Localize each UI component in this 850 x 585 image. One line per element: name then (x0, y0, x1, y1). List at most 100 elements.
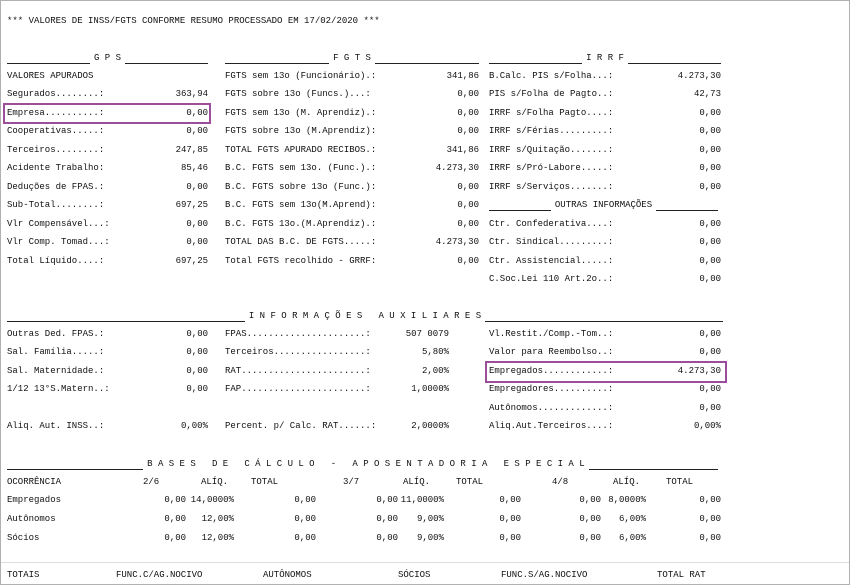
row-value: 0,00 (699, 273, 721, 284)
row-label: Cooperativas.....: (7, 126, 105, 137)
column-header: ALÍQ. (613, 477, 641, 487)
heading-text: OUTRAS INFORMAÇÕES (554, 200, 653, 211)
section-heading: B A S E S D E C Á L C U L O - A P O S E … (7, 458, 718, 470)
row-value: 2,00% (421, 365, 449, 376)
row-value: 4.273,30 (435, 163, 479, 174)
row-label: Terceiros........: (7, 144, 105, 155)
column-header: TOTAL (456, 477, 484, 487)
totals-label: FUNC.S/AG.NOCIVO (501, 570, 588, 580)
row-value: 697,25 (175, 255, 208, 266)
row-label: TOTAL FGTS APURADO RECIBOS.: (225, 144, 377, 155)
row-value: 0,00 (457, 181, 479, 192)
row-value: 0,00 (457, 107, 479, 118)
row-value: 0,00 (699, 347, 721, 358)
row-label: B.C. FGTS sobre 13o (Func.): (225, 181, 377, 192)
cell-value: 0,00 (376, 513, 398, 524)
cell-value: 11,0000% (400, 495, 444, 505)
cell-value: 0,00 (699, 532, 721, 543)
row-label: FGTS sem 13o (M. Aprendiz).: (225, 107, 377, 118)
row-value: 0,00 (457, 200, 479, 211)
row-value: 0,00 (186, 329, 208, 339)
row-label: FGTS sobre 13o (Funcs.)...: (225, 89, 371, 100)
section-heading: G P S (7, 52, 209, 64)
row-label: Sócios (7, 532, 40, 543)
row-label: Vlr Compensável...: (7, 218, 110, 229)
cell-value: 0,00 (294, 513, 316, 524)
row-value: 5,80% (421, 347, 449, 358)
heading-text: I R R F (586, 53, 624, 63)
row-label: Ctr. Confederativa....: (489, 218, 614, 229)
row-label: FPAS......................: (225, 329, 371, 339)
row-value: 4.273,30 (677, 71, 721, 81)
row-label: Aliq.Aut.Terceiros....: (489, 421, 614, 432)
section-heading: I N F O R M A Ç Õ E S A U X I L I A R E … (7, 310, 723, 322)
row-value: 0,00 (186, 181, 208, 192)
cell-value: 0,00 (294, 495, 316, 505)
row-label: FAP.......................: (225, 384, 371, 395)
heading-text: B A S E S D E C Á L C U L O - A P O S E … (147, 459, 585, 469)
row-value: 0,00 (699, 163, 721, 174)
row-label: TOTAL DAS B.C. DE FGTS.....: (225, 237, 377, 248)
row-label: Outras Ded. FPAS.: (7, 329, 105, 339)
row-value: 85,46 (180, 163, 208, 174)
row-label: B.C. FGTS sem 13o(M.Aprend): (225, 200, 377, 211)
row-value: 0,00 (186, 237, 208, 248)
cell-value: 0,00 (699, 495, 721, 505)
row-value: 0,00 (457, 255, 479, 266)
cell-value: 0,00 (164, 495, 186, 505)
row-value: 0,00 (186, 384, 208, 395)
row-value: 0,00 (699, 107, 721, 118)
totals-label: SÓCIOS (398, 570, 431, 580)
row-label: Aliq. Aut. INSS..: (7, 421, 105, 432)
row-label: B.C. FGTS sem 13o. (Func.).: (225, 163, 377, 174)
row-value: 0,00 (699, 329, 721, 339)
row-label: Vl.Restit./Comp.-Tom..: (489, 329, 614, 339)
row-label: FGTS sobre 13o (M.Aprendiz): (225, 126, 377, 137)
report-header: *** VALORES DE INSS/FGTS CONFORME RESUMO… (7, 16, 380, 26)
row-value: 0,00 (699, 126, 721, 137)
cell-value: 6,00% (618, 532, 646, 543)
separator (1, 562, 849, 563)
row-value: 0,00 (186, 107, 208, 118)
row-value: 0,00 (186, 347, 208, 358)
column-header: 3/7 (343, 477, 360, 487)
cell-value: 0,00 (579, 495, 601, 505)
cell-value: 0,00 (499, 513, 521, 524)
row-label: 1/12 13°S.Matern..: (7, 384, 110, 395)
row-label: Autônomos.............: (489, 402, 614, 413)
row-value: 1,0000% (411, 384, 449, 395)
column-header: 4/8 (552, 477, 569, 487)
cell-value: 9,00% (416, 532, 444, 543)
row-value: 363,94 (175, 89, 208, 100)
row-label: Segurados........: (7, 89, 105, 100)
cell-value: 6,00% (618, 513, 646, 524)
row-value: 0,00 (457, 89, 479, 100)
row-label: B.C. FGTS 13o.(M.Aprendiz).: (225, 218, 377, 229)
cell-value: 0,00 (376, 495, 398, 505)
cell-value: 0,00 (499, 532, 521, 543)
row-label: IRRF s/Férias.........: (489, 126, 614, 137)
section-heading: F G T S (225, 52, 479, 64)
cell-value: 0,00 (376, 532, 398, 543)
row-label: Sub-Total........: (7, 200, 105, 211)
row-value: 697,25 (175, 200, 208, 211)
column-header: ALÍQ. (403, 477, 431, 487)
cell-value: 0,00 (294, 532, 316, 543)
row-label: Empresa..........: (7, 107, 105, 118)
row-value: 0,00 (699, 237, 721, 248)
row-label: VALORES APURADOS (7, 71, 94, 81)
cell-value: 12,00% (201, 532, 234, 543)
cell-value: 14,0000% (190, 495, 234, 505)
row-label: Total FGTS recolhido - GRRF: (225, 255, 377, 266)
row-label: C.Soc.Lei 110 Art.2o..: (489, 273, 614, 284)
heading-text: F G T S (333, 53, 371, 63)
totals-label: TOTAIS (7, 570, 40, 580)
section-heading: I R R F (489, 52, 721, 64)
row-value: 0,00 (699, 384, 721, 395)
row-label: Empregados (7, 495, 62, 505)
row-value: 0,00 (457, 126, 479, 137)
heading-text: I N F O R M A Ç Õ E S A U X I L I A R E … (248, 311, 482, 321)
row-value: 0,00 (186, 365, 208, 376)
row-label: IRRF s/Folha Pagto....: (489, 107, 614, 118)
